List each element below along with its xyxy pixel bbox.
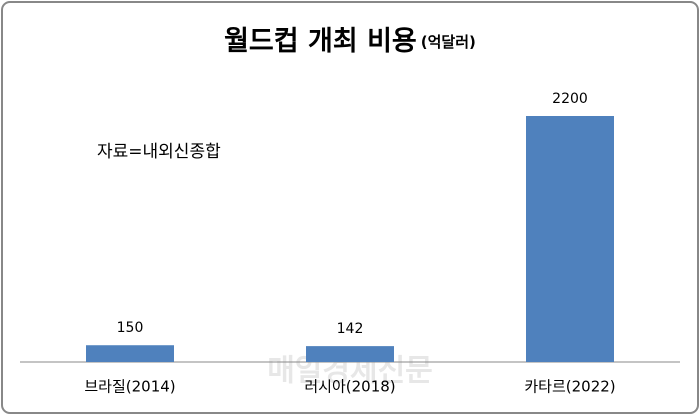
bar xyxy=(526,116,614,362)
value-label: 2200 xyxy=(552,91,588,107)
x-tick-label: 카타르(2022) xyxy=(524,378,615,396)
value-label: 150 xyxy=(117,320,144,336)
chart-title-group: 월드컵 개최 비용 (억달러) xyxy=(224,26,476,57)
chart-subtitle: (억달러) xyxy=(421,33,476,51)
annotation: 자료=내외신종합 xyxy=(97,142,221,162)
x-tick-label: 브라질(2014) xyxy=(84,378,175,396)
chart-title: 월드컵 개최 비용 xyxy=(224,26,417,57)
value-label: 142 xyxy=(337,321,364,337)
x-tick-label: 러시아(2018) xyxy=(304,378,395,396)
bar xyxy=(306,346,394,362)
bar xyxy=(86,345,174,362)
